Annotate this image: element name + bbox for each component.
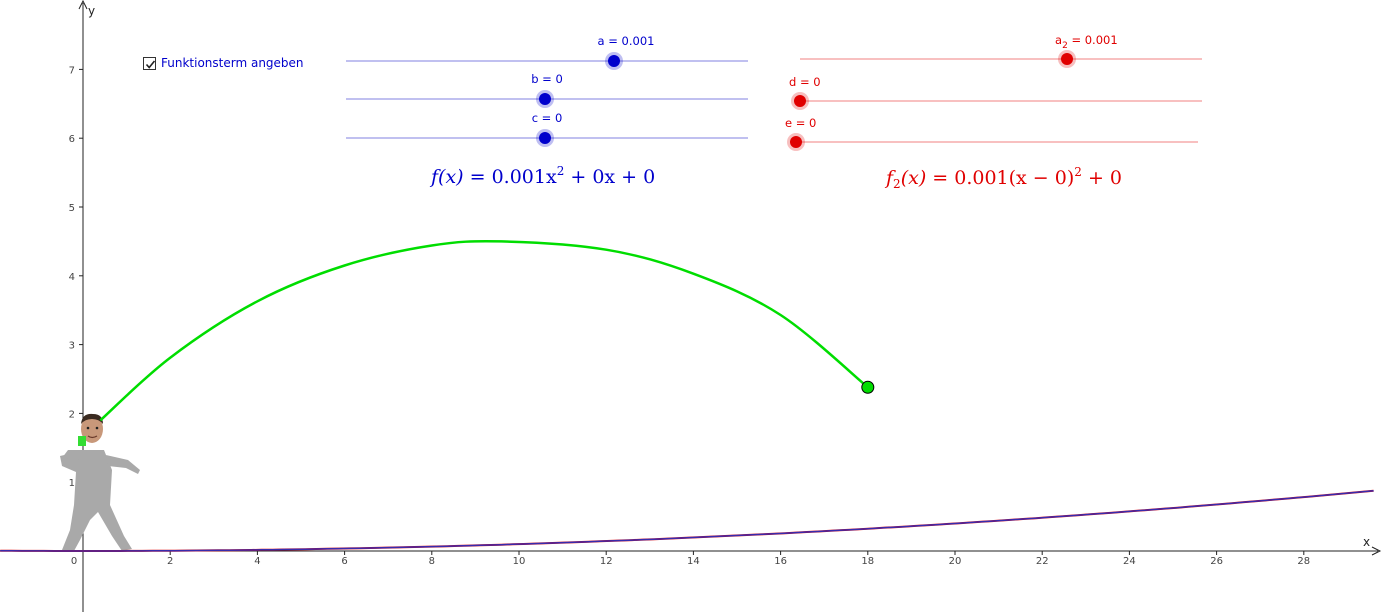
slider-a-label: a = 0.001 [598, 34, 655, 48]
slider-e-label: e = 0 [785, 116, 816, 130]
x-tick-label: 0 [71, 556, 77, 567]
trajectory-end-point[interactable] [861, 380, 875, 394]
x-tick-label: 4 [254, 556, 260, 567]
slider-a2[interactable]: a2 = 0.001 [800, 33, 1202, 68]
x-tick-label: 28 [1297, 556, 1310, 567]
x-tick-label: 24 [1123, 556, 1136, 567]
y-tick-label: 5 [69, 203, 75, 214]
x-tick-label: 16 [774, 556, 787, 567]
slider-a2-label: a2 = 0.001 [1055, 33, 1118, 51]
x-ticks: 0 2 4 6 8 10 12 14 16 18 20 22 24 26 28 [71, 551, 1310, 567]
slider-c-label: c = 0 [532, 111, 563, 125]
y-ticks: 1 2 3 4 5 6 7 [69, 65, 83, 489]
x-tick-label: 22 [1036, 556, 1049, 567]
trajectory-curve[interactable] [99, 239, 869, 422]
y-tick-label: 3 [69, 341, 75, 352]
slider-b[interactable]: b = 0 [346, 72, 748, 108]
slider-b-label: b = 0 [531, 72, 563, 86]
show-function-term-checkbox[interactable]: Funktionsterm angeben [143, 56, 304, 70]
x-tick-label: 14 [687, 556, 700, 567]
x-tick-label: 10 [513, 556, 526, 567]
x-tick-label: 2 [167, 556, 173, 567]
slider-c[interactable]: c = 0 [346, 111, 748, 147]
slider-e[interactable]: e = 0 [785, 116, 1198, 151]
slider-e-handle[interactable] [790, 136, 802, 148]
slider-d-handle[interactable] [794, 95, 806, 107]
y-tick-label: 1 [69, 478, 75, 489]
checkbox-box[interactable] [143, 56, 156, 70]
formula-f2: f2(x) = 0.001(x − 0)2 + 0 [884, 165, 1122, 191]
x-tick-label: 26 [1210, 556, 1223, 567]
x-tick-label: 18 [861, 556, 874, 567]
y-axis-arrow [78, 0, 88, 10]
x-axis-label: x [1363, 535, 1370, 549]
y-tick-label: 6 [69, 134, 75, 145]
y-tick-label: 4 [69, 272, 75, 283]
y-axis-label: y [88, 4, 95, 18]
function-f-graph[interactable] [0, 489, 1374, 552]
slider-d-label: d = 0 [789, 75, 821, 89]
slider-c-handle[interactable] [539, 132, 551, 144]
x-tick-label: 6 [341, 556, 347, 567]
slider-a[interactable]: a = 0.001 [346, 34, 748, 70]
x-tick-label: 20 [949, 556, 962, 567]
thrower-figure-icon [60, 413, 140, 551]
slider-b-handle[interactable] [539, 93, 551, 105]
y-tick-label: 7 [69, 65, 75, 76]
x-tick-label: 12 [600, 556, 613, 567]
formula-f: f(x) = 0.001x2 + 0x + 0 [429, 164, 655, 188]
checkbox-label: Funktionsterm angeben [161, 56, 304, 70]
slider-a2-handle[interactable] [1061, 53, 1073, 65]
y-tick-label: 2 [69, 409, 75, 420]
x-axis-arrow [1371, 546, 1382, 556]
x-tick-label: 8 [429, 556, 435, 567]
check-icon [145, 59, 156, 69]
slider-d[interactable]: d = 0 [789, 75, 1202, 110]
function-f2-graph[interactable] [0, 489, 1374, 552]
slider-a-handle[interactable] [608, 55, 620, 67]
